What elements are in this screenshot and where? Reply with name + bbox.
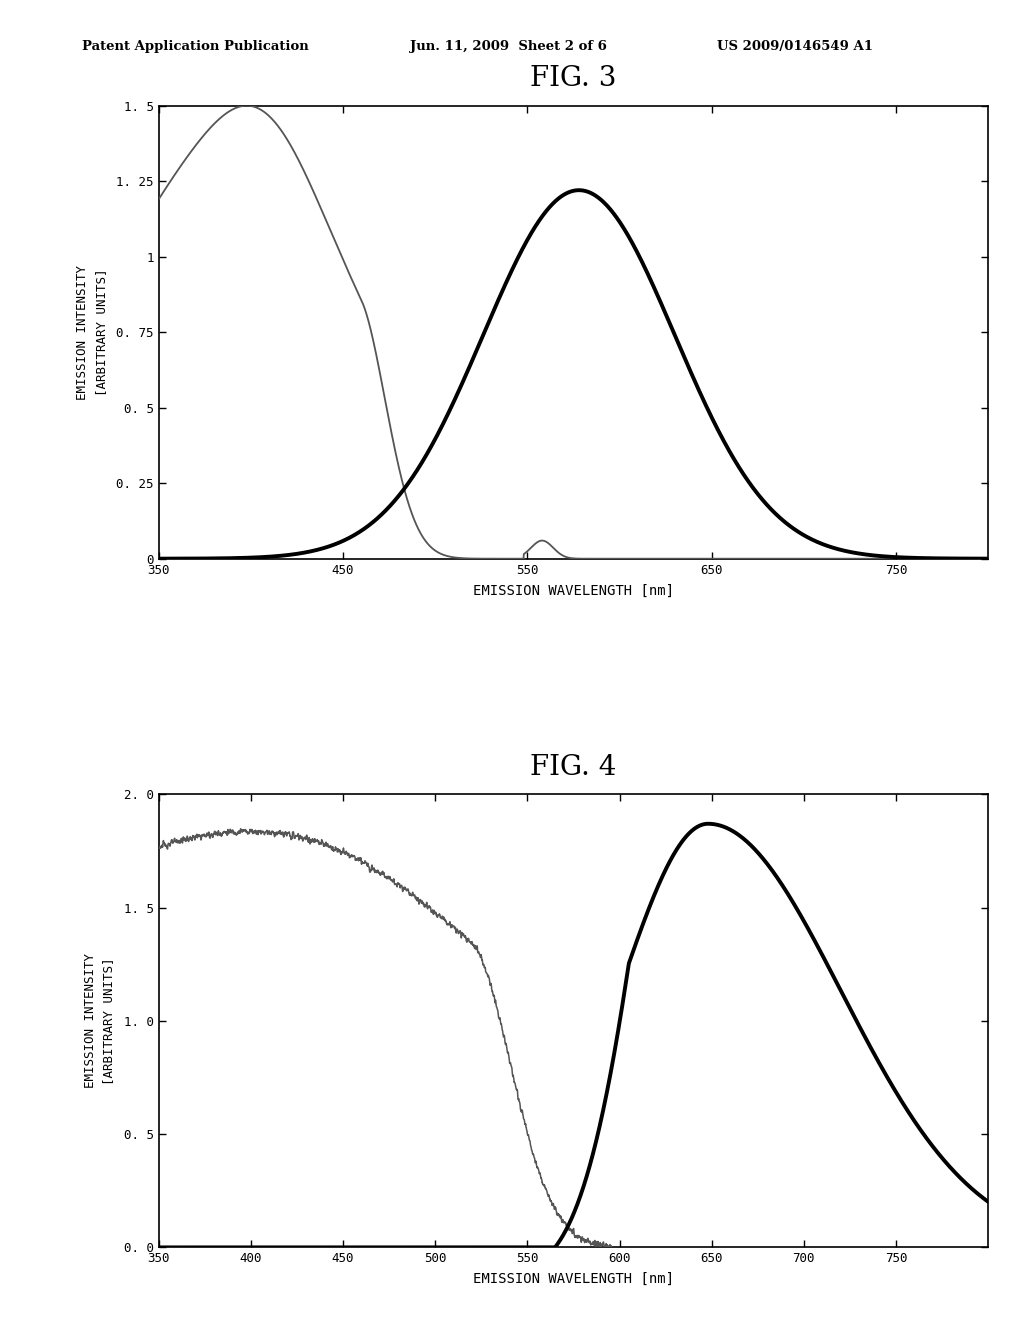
X-axis label: EMISSION WAVELENGTH [nm]: EMISSION WAVELENGTH [nm] [473,583,674,598]
Text: Jun. 11, 2009  Sheet 2 of 6: Jun. 11, 2009 Sheet 2 of 6 [410,40,606,53]
Title: FIG. 4: FIG. 4 [530,754,616,781]
Y-axis label: EMISSION INTENSITY
[ARBITRARY UNITS]: EMISSION INTENSITY [ARBITRARY UNITS] [84,953,116,1089]
Text: US 2009/0146549 A1: US 2009/0146549 A1 [717,40,872,53]
X-axis label: EMISSION WAVELENGTH [nm]: EMISSION WAVELENGTH [nm] [473,1272,674,1286]
Y-axis label: EMISSION INTENSITY
[ARBITRARY UNITS]: EMISSION INTENSITY [ARBITRARY UNITS] [76,264,108,400]
Text: Patent Application Publication: Patent Application Publication [82,40,308,53]
Title: FIG. 3: FIG. 3 [530,65,616,92]
